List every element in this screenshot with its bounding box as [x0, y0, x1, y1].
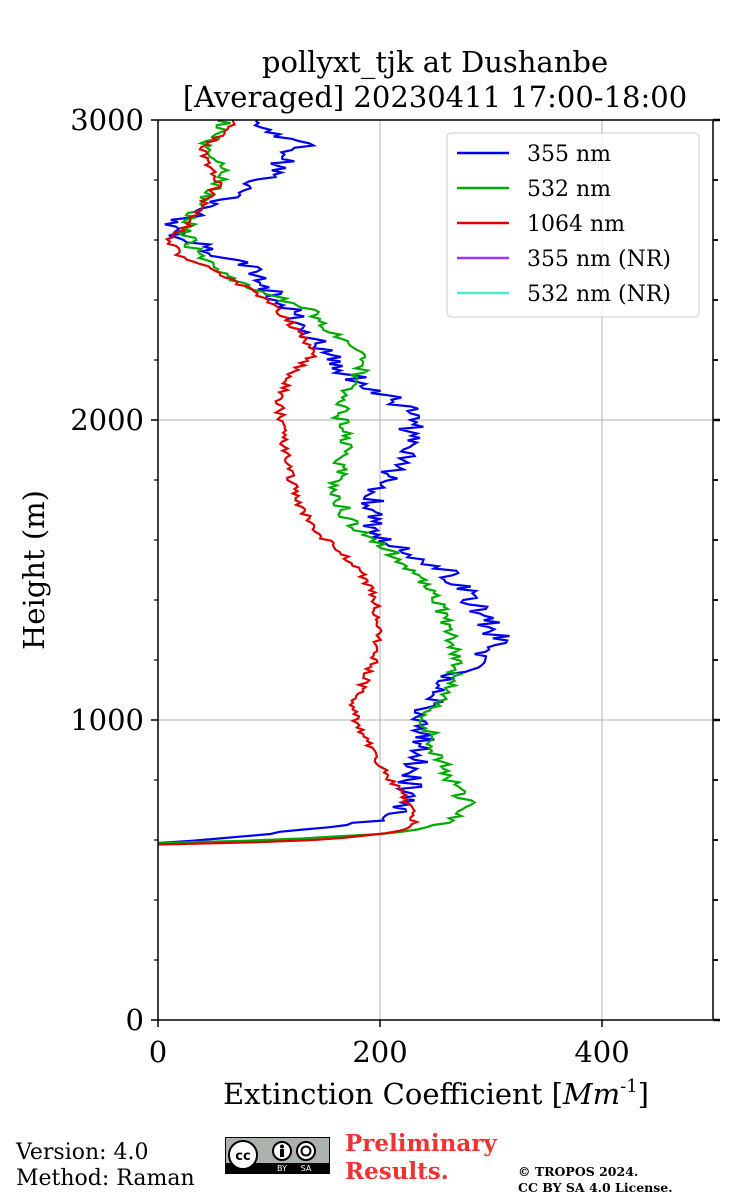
badge-sa-label: SA: [301, 1164, 312, 1173]
legend-label: 1064 nm: [527, 212, 625, 237]
method-text: Method: Raman: [16, 1166, 195, 1191]
x-tick-label: 200: [352, 1035, 407, 1069]
chart-title-line1: pollyxt_tjk at Dushanbe: [262, 45, 608, 80]
legend-label: 532 nm: [527, 177, 611, 202]
y-tick-label: 0: [126, 1003, 144, 1037]
share-alike-icon: [296, 1141, 316, 1161]
x-tick-label: 0: [149, 1035, 167, 1069]
y-axis-label: Height (m): [17, 490, 51, 650]
cc-icon: [228, 1140, 258, 1170]
axis-ticks: 0 200 400 0 1000 2000 3000: [70, 103, 720, 1069]
preliminary-line-2: Results.: [345, 1158, 449, 1185]
preliminary-results-note: Preliminary Results.: [345, 1130, 497, 1186]
series-line-2: [157, 119, 421, 846]
version-text: Version: 4.0: [16, 1140, 149, 1165]
chart-title-line2: [Averaged] 20230411 17:00-18:00: [183, 80, 687, 114]
plot-area-frame: [157, 119, 714, 1021]
y-tick-label: 1000: [70, 703, 144, 737]
y-tick-label: 2000: [70, 403, 144, 437]
legend: 355 nm 532 nm 1064 nm 355 nm (NR) 532 nm (NR…: [446, 132, 700, 318]
legend-box: [446, 132, 700, 318]
legend-label: 355 nm (NR): [527, 247, 671, 272]
legend-label: 355 nm: [527, 142, 611, 167]
cc-license-badge: cc BY SA: [225, 1137, 330, 1174]
series-layer: [157, 119, 510, 846]
copyright-note: © TROPOS 2024. CC BY SA 4.0 License.: [518, 1164, 673, 1196]
x-tick-label: 400: [574, 1035, 629, 1069]
legend-label: 532 nm (NR): [527, 282, 671, 307]
cc-icon-label: cc: [235, 1149, 250, 1164]
copyright-line-2: CC BY SA 4.0 License.: [518, 1180, 673, 1195]
series-line-0: [157, 119, 510, 845]
series-line-1: [157, 119, 477, 845]
copyright-line-1: © TROPOS 2024.: [518, 1164, 639, 1179]
badge-by-label: BY: [277, 1164, 287, 1173]
person-icon: [272, 1141, 292, 1161]
preliminary-line-1: Preliminary: [345, 1130, 497, 1157]
y-tick-label: 3000: [70, 103, 144, 137]
x-axis-label: Extinction Coefficient [Mm-1]: [223, 1076, 649, 1111]
